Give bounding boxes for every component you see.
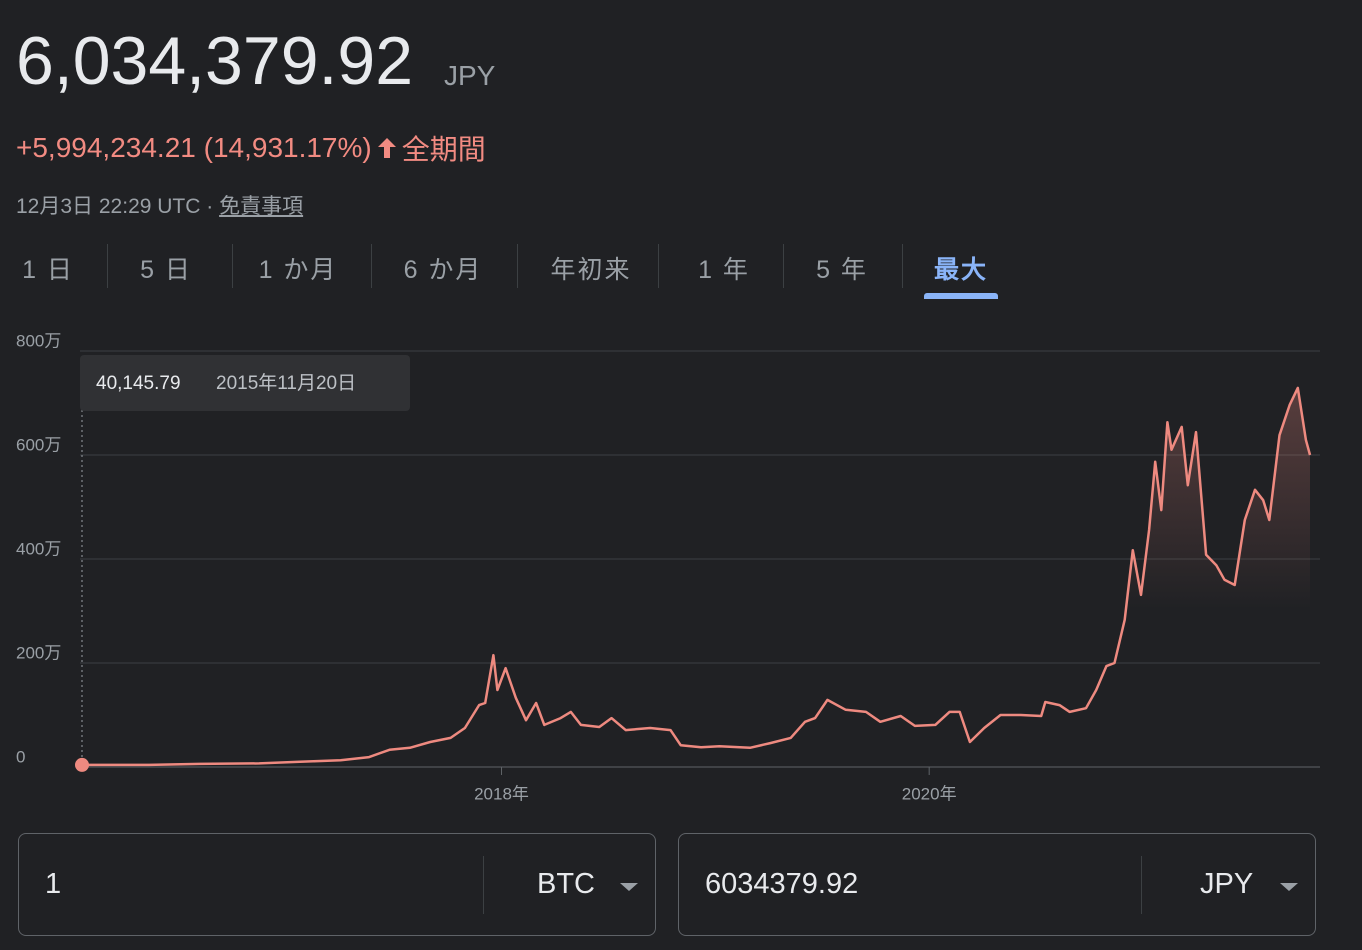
x-tick-label: 2018年 <box>474 784 529 803</box>
price-line <box>82 386 1312 767</box>
tab-separator <box>370 244 372 288</box>
change-period: 全期間 <box>401 134 486 165</box>
divider <box>1141 856 1142 914</box>
to-currency[interactable]: JPY <box>1200 868 1254 900</box>
disclaimer-link[interactable]: 免責事項 <box>219 195 304 218</box>
y-tick-label: 400万 <box>16 539 61 558</box>
dropdown-arrow[interactable] <box>620 883 638 891</box>
tooltip-date: 2015年11月20日 <box>216 372 356 394</box>
y-tick-label: 0 <box>16 747 25 766</box>
y-tick-label: 200万 <box>16 643 61 662</box>
tab-separator <box>107 244 108 288</box>
range-tab[interactable]: 年初来 <box>550 256 632 284</box>
meta: 12月3日 22:29 UTC · 免責事項 <box>16 190 303 220</box>
up-arrow <box>377 138 396 158</box>
tab-separator <box>517 244 518 288</box>
y-tick-label: 600万 <box>16 435 61 454</box>
range-tab[interactable]: 6 か月 <box>403 256 483 284</box>
result-value: 6034379.92 <box>705 868 859 900</box>
divider <box>483 856 484 914</box>
tab-separator <box>657 244 659 288</box>
active-indicator <box>924 293 998 299</box>
hover-point <box>75 757 89 772</box>
chart: 0 200万 400万 600万 800万 2018年 2020年 40,145.79 2015… <box>16 331 1320 803</box>
tooltip-box <box>80 355 410 411</box>
range-tab[interactable]: 1 年 <box>698 256 750 284</box>
currency: JPY <box>444 60 496 91</box>
range-tabs: 1 日 5 日 1 か月 6 か月 年初来 1 年 5 年 最大 <box>0 244 1362 300</box>
tooltip: 40,145.79 2015年11月20日 <box>80 355 410 411</box>
amount-input[interactable]: 1 BTC <box>18 833 656 936</box>
amount-value: 1 <box>45 868 62 900</box>
area-fill <box>82 387 1310 767</box>
range-tab[interactable]: 1 か月 <box>258 256 338 284</box>
change-value: +5,994,234.21 (14,931.17%) <box>16 132 372 163</box>
price: 6,034,379.92 <box>16 23 414 99</box>
dropdown-arrow[interactable] <box>1280 883 1298 891</box>
separator: · <box>206 195 214 218</box>
x-tick-label: 2020年 <box>902 784 957 803</box>
price-change: +5,994,234.21 (14,931.17%) 全期間 <box>16 128 486 168</box>
tooltip-value: 40,145.79 <box>96 373 181 394</box>
range-tab[interactable]: 1 日 <box>22 256 74 284</box>
tab-separator <box>232 244 233 288</box>
range-tab[interactable]: 5 年 <box>816 256 868 284</box>
y-tick-label: 800万 <box>16 331 61 350</box>
tab-separator <box>783 244 784 288</box>
timestamp: 12月3日 22:29 UTC <box>16 195 201 218</box>
tab-separator <box>901 244 903 288</box>
result-input[interactable]: 6034379.92 JPY <box>678 833 1316 936</box>
range-tab[interactable]: 5 日 <box>140 256 192 284</box>
range-tab[interactable]: 最大 <box>933 256 989 284</box>
from-currency[interactable]: BTC <box>537 868 595 900</box>
